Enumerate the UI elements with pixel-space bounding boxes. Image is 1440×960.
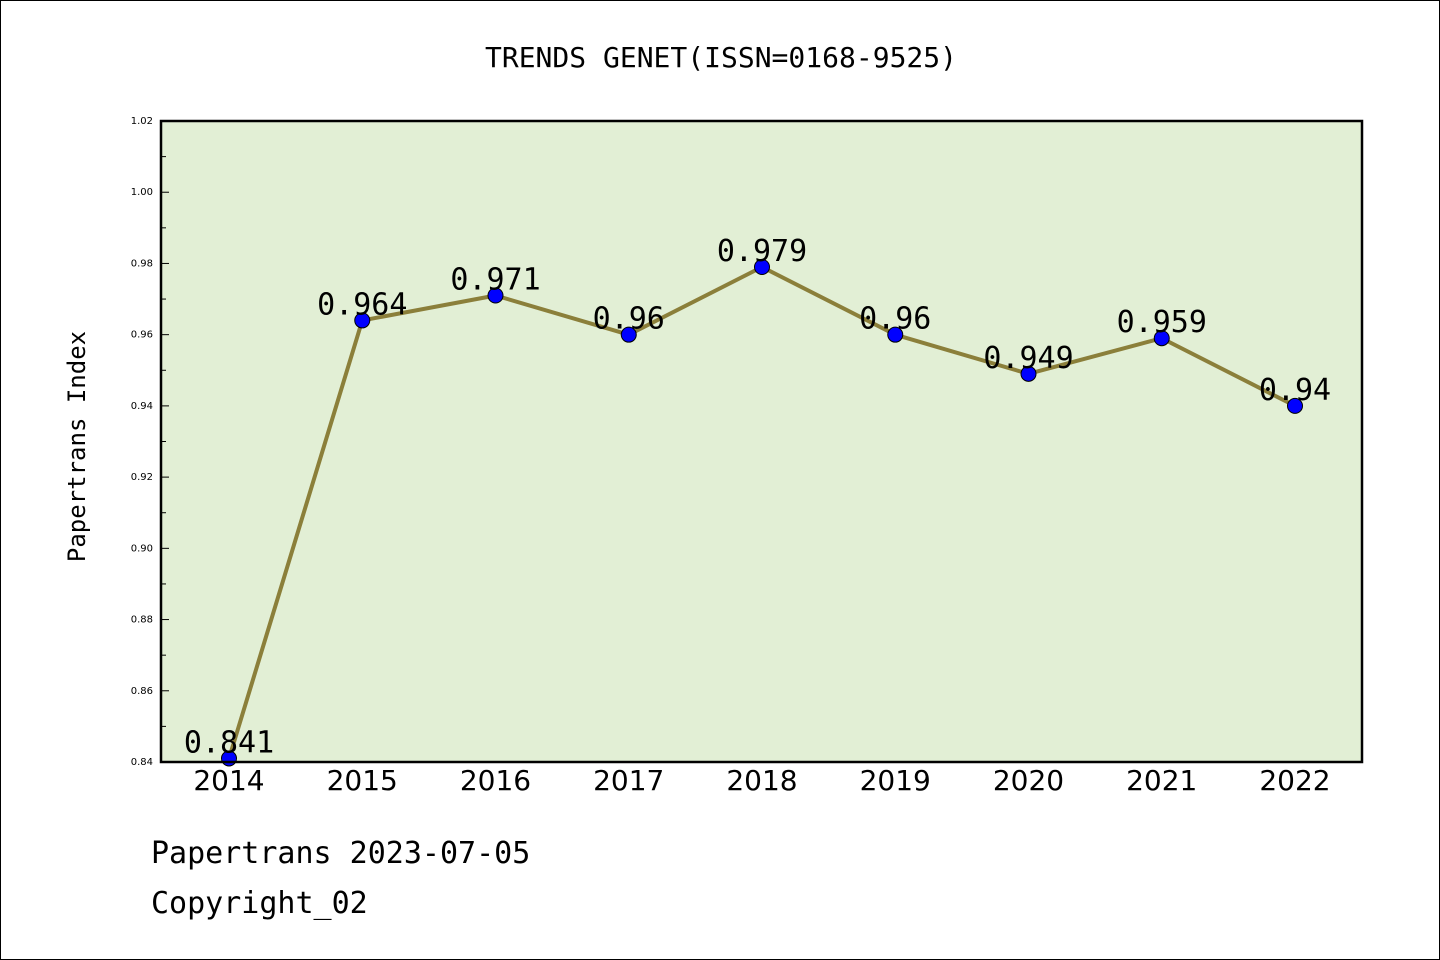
x-tick-label: 2021 bbox=[1126, 764, 1197, 797]
data-label: 0.96 bbox=[593, 302, 665, 337]
y-tick-label: 0.94 bbox=[131, 401, 153, 412]
y-tick-label: 0.90 bbox=[131, 543, 153, 554]
data-point bbox=[487, 287, 504, 304]
data-point bbox=[887, 326, 904, 343]
x-tick-label: 2020 bbox=[993, 764, 1064, 797]
data-label: 0.971 bbox=[450, 262, 540, 297]
y-tick-label: 0.88 bbox=[131, 615, 153, 626]
x-tick-label: 2018 bbox=[726, 764, 797, 797]
x-tick-label: 2022 bbox=[1259, 764, 1330, 797]
footer-date-text: Papertrans 2023-07-05 bbox=[151, 836, 531, 871]
data-point bbox=[1153, 330, 1170, 347]
x-tick-label: 2016 bbox=[460, 764, 531, 797]
line-chart: TRENDS GENET(ISSN=0168-9525) 0.84 0.86 0.88… bbox=[63, 41, 1364, 797]
plot-border bbox=[159, 119, 1364, 764]
data-point bbox=[354, 312, 371, 329]
y-axis-label: Papertrans Index bbox=[63, 331, 91, 562]
data-label: 0.96 bbox=[859, 302, 931, 337]
x-tick-label: 2014 bbox=[193, 764, 264, 797]
y-tick-label: 0.92 bbox=[131, 472, 153, 483]
footer-copyright-text: Copyright_02 bbox=[151, 886, 368, 921]
x-tick-label: 2017 bbox=[593, 764, 664, 797]
data-label: 0.959 bbox=[1117, 305, 1207, 340]
data-label: 0.949 bbox=[983, 341, 1073, 376]
y-tick-label: 0.98 bbox=[131, 258, 153, 269]
data-label: 0.979 bbox=[717, 234, 807, 269]
data-point bbox=[1287, 397, 1303, 414]
plot-area bbox=[161, 121, 1362, 762]
data-label: 0.964 bbox=[317, 287, 407, 322]
y-tick-label: 0.84 bbox=[131, 757, 153, 768]
x-tick-label: 2015 bbox=[327, 764, 398, 797]
y-tick-label: 0.86 bbox=[131, 686, 153, 697]
data-label: 0.94 bbox=[1259, 373, 1331, 408]
y-tick-label: 0.96 bbox=[131, 330, 153, 341]
y-tick-label: 1.00 bbox=[131, 187, 153, 198]
data-label: 0.841 bbox=[184, 725, 274, 760]
data-point bbox=[620, 326, 637, 343]
y-tick-label: 1.02 bbox=[131, 116, 153, 127]
data-point bbox=[754, 259, 770, 276]
chart-title: TRENDS GENET(ISSN=0168-9525) bbox=[485, 41, 957, 74]
x-tick-label: 2019 bbox=[860, 764, 931, 797]
data-point bbox=[1020, 365, 1037, 382]
